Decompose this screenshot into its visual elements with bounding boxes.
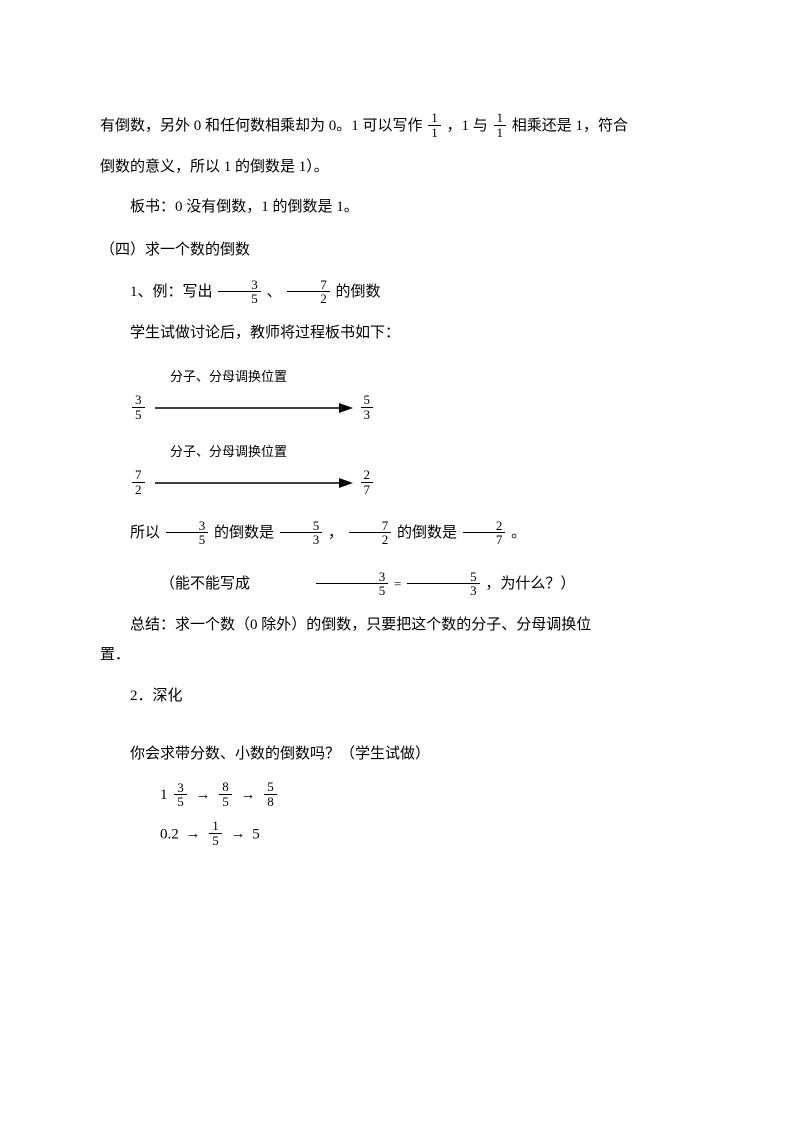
fraction-7-2: 7 2 [287, 278, 330, 306]
conversion-2: 0.2 → 1 5 → 5 [160, 820, 700, 849]
fraction-1-1: 1 1 [428, 111, 441, 139]
fraction-1-1b: 1 1 [494, 111, 507, 139]
fraction-3-5: 3 5 [218, 278, 261, 306]
text: 1、例：写出 [130, 284, 213, 300]
paragraph-discuss: 学生试做讨论后，教师将过程板书如下： [100, 319, 700, 348]
text: 相乘还是 1，符合 [512, 118, 628, 134]
paragraph-1b: 倒数的意义，所以 1 的倒数是 1）。 [100, 153, 700, 182]
arrow-icon [153, 401, 353, 415]
fraction: 3 5 [174, 781, 187, 809]
text: ，1 与 [447, 118, 488, 134]
fraction: 3 5 [166, 519, 209, 547]
diag2-left-frac: 7 2 [132, 468, 145, 496]
text: ，为什么？） [485, 576, 575, 592]
fraction: 5 3 [407, 570, 480, 598]
text: 学生试做讨论后，教师将过程板书如下： [130, 325, 400, 341]
text: 所以 [130, 525, 160, 541]
arrow-icon: → [196, 781, 211, 810]
text: （四）求一个数的倒数 [100, 242, 250, 258]
result: 5 [252, 826, 260, 842]
text: 板书：0 没有倒数，1 的倒数是 1。 [130, 199, 359, 215]
arrow-label-1: 分子、分母调换位置 [170, 365, 700, 390]
diag1-right-frac: 5 3 [361, 393, 374, 421]
document-page: 有倒数，另外 0 和任何数相乘却为 0。1 可以写作 1 1 ，1 与 1 1 … [0, 0, 800, 899]
text: 的倒数是 [214, 525, 274, 541]
text: 总结：求一个数（0 除外）的倒数，只要把这个数的分子、分母调换位 [130, 617, 591, 633]
arrow-icon: → [241, 781, 256, 810]
fraction: 3 5 [316, 570, 389, 598]
fraction: 8 5 [219, 780, 232, 808]
fraction: 7 2 [349, 519, 392, 547]
arrow-label-2: 分子、分母调换位置 [170, 440, 700, 465]
text: 分子、分母调换位置 [170, 369, 287, 384]
fraction: 2 7 [463, 519, 506, 547]
summary: 总结：求一个数（0 除外）的倒数，只要把这个数的分子、分母调换位 [100, 611, 700, 640]
conversion-1: 1 3 5 → 8 5 → 5 8 [160, 781, 700, 810]
question-1: （能不能写成 3 5 = 5 3 ，为什么？） [100, 570, 700, 599]
text: 你会求带分数、小数的倒数吗？（学生试做） [130, 746, 430, 762]
decimal: 0.2 [160, 826, 179, 842]
mixed-number: 1 3 5 [160, 781, 189, 810]
arrow-diagram-2: 7 2 2 7 [130, 469, 700, 497]
text: （能不能写成 [160, 576, 250, 592]
paragraph-board: 板书：0 没有倒数，1 的倒数是 1。 [100, 193, 700, 222]
example-1: 1、例：写出 3 5 、 7 2 的倒数 [100, 278, 700, 307]
arrow-icon: → [231, 820, 246, 849]
text: 的倒数 [336, 284, 381, 300]
text: 。 [511, 525, 526, 541]
text: 有倒数，另外 0 和任何数相乘却为 0。1 可以写作 [100, 118, 423, 134]
arrow-diagram-1: 3 5 5 3 [130, 394, 700, 422]
item-2: 2．深化 [100, 682, 700, 711]
text: ， [328, 525, 343, 541]
arrow-icon: → [186, 820, 201, 849]
section-4-heading: （四）求一个数的倒数 [100, 236, 700, 265]
text: 置． [100, 647, 130, 663]
paragraph-1: 有倒数，另外 0 和任何数相乘却为 0。1 可以写作 1 1 ，1 与 1 1 … [100, 112, 700, 141]
summary-2: 置． [100, 641, 700, 670]
fraction: 5 3 [280, 519, 323, 547]
arrow-icon [153, 476, 353, 490]
diag1-left-frac: 3 5 [132, 393, 145, 421]
question-mixed: 你会求带分数、小数的倒数吗？（学生试做） [100, 740, 700, 769]
text: 、 [267, 284, 282, 300]
fraction: 1 5 [209, 819, 222, 847]
diag2-right-frac: 2 7 [361, 468, 374, 496]
text: 2．深化 [130, 688, 183, 704]
conclusion: 所以 3 5 的倒数是 5 3 ， 7 2 的倒数是 2 7 。 [100, 519, 700, 548]
equals: = [394, 576, 401, 591]
equation-fracs: 3 5 = 5 3 [254, 570, 482, 599]
text: 倒数的意义，所以 1 的倒数是 1）。 [100, 159, 329, 175]
text: 的倒数是 [397, 525, 457, 541]
text: 分子、分母调换位置 [170, 444, 287, 459]
fraction: 5 8 [264, 780, 277, 808]
